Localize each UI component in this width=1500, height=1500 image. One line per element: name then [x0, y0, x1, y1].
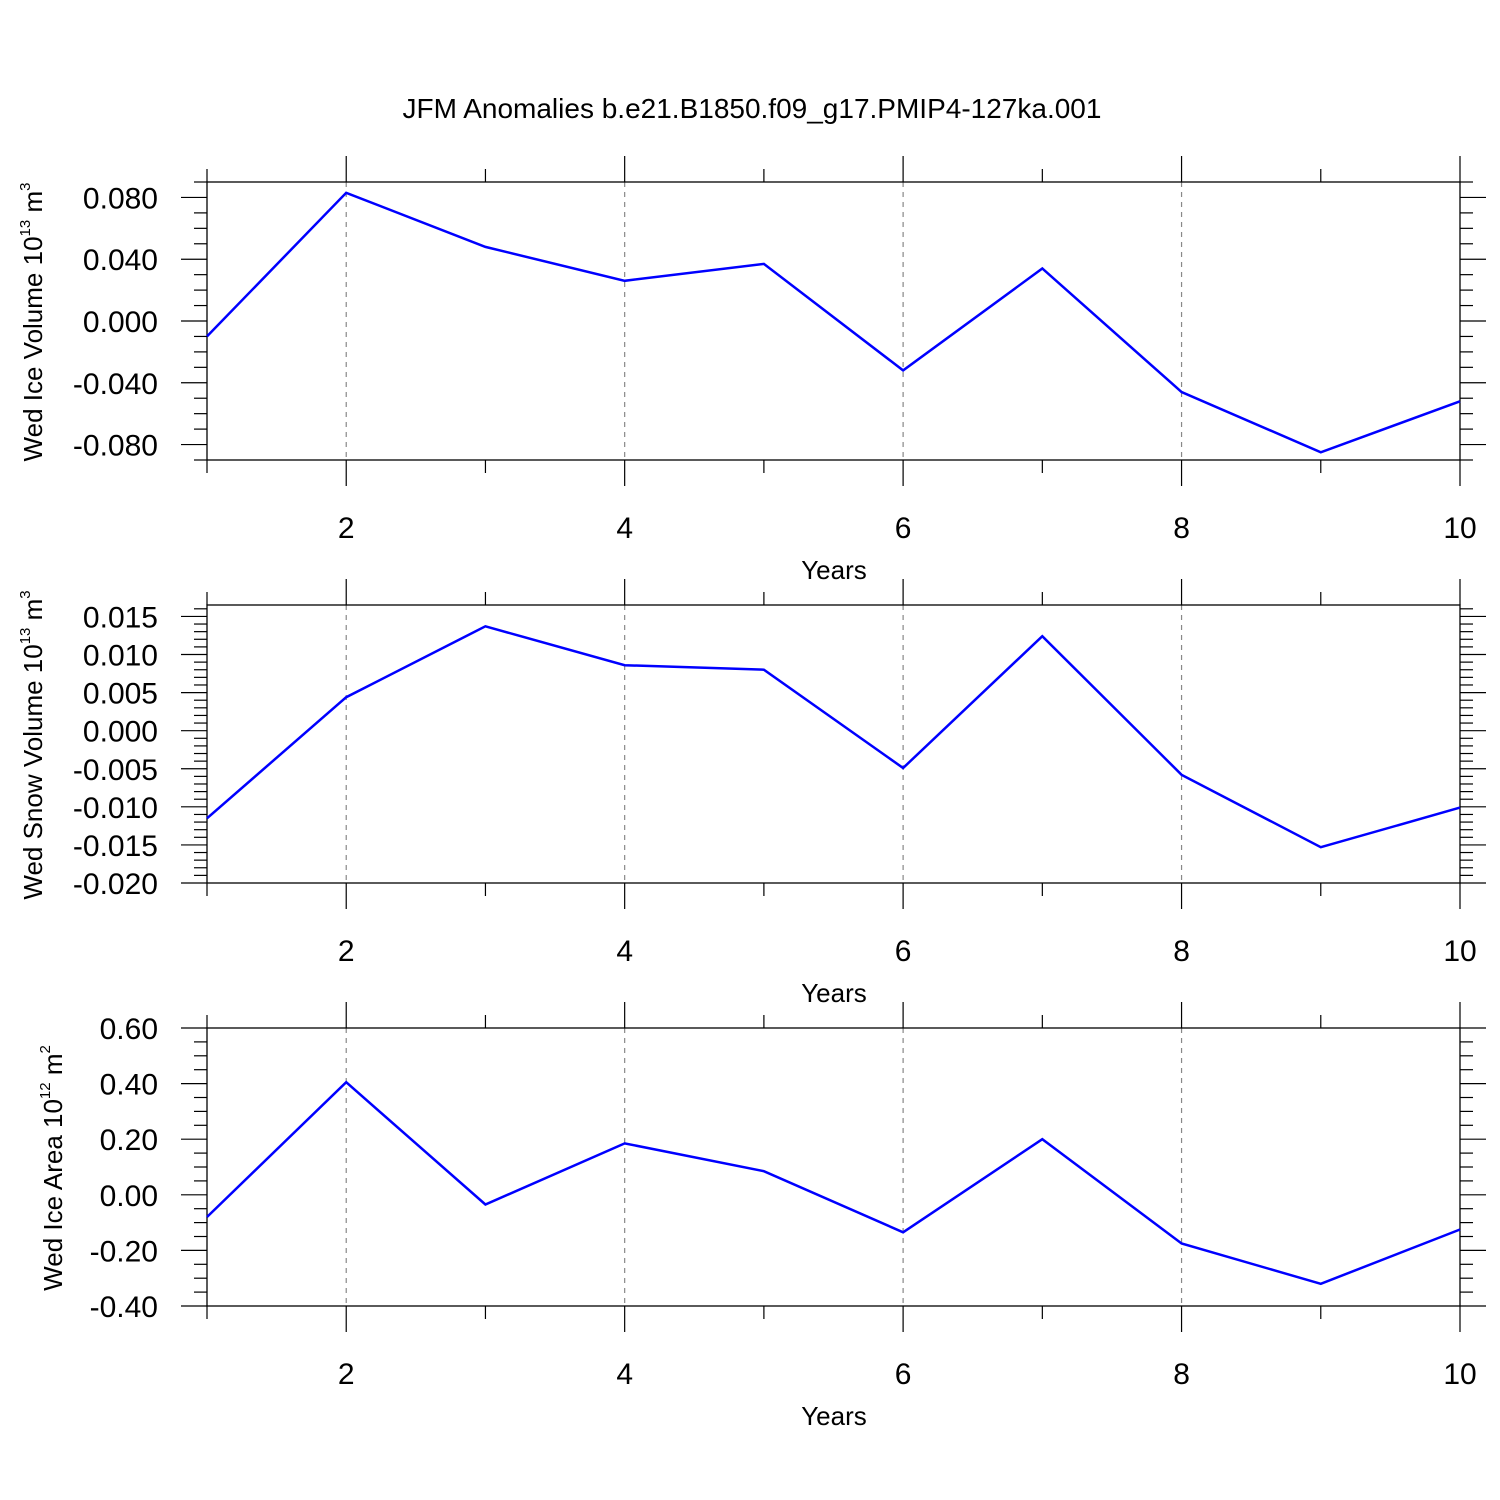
ice-volume-y-tick-label: -0.040 [73, 368, 158, 401]
ice-volume-x-tick-label: 4 [616, 512, 633, 545]
ice-area-panel: -0.40-0.200.000.200.400.60 2 4 6 8 10 Years … [37, 1002, 1486, 1431]
ice-volume-x-tick-labels: 2 4 6 8 10 [338, 512, 1477, 545]
ice-area-x-tick-label: 4 [616, 1358, 633, 1391]
snow-volume-x-axis-label: Years [801, 978, 867, 1008]
ice-volume-x-tick-label: 6 [895, 512, 912, 545]
ice-volume-x-axis-label: Years [801, 555, 867, 585]
ice-volume-x-tick-label: 8 [1173, 512, 1190, 545]
snow-volume-y-tick-label: -0.015 [73, 830, 158, 863]
snow-volume-y-axis-label: Wed Snow Volume 1013 m3 [17, 590, 48, 899]
ice-area-x-tick-labels: 2 4 6 8 10 [338, 1358, 1477, 1391]
snow-volume-ticks [181, 579, 1486, 909]
ice-area-y-axis-label: Wed Ice Area 1012 m2 [37, 1045, 68, 1291]
snow-volume-x-tick-label: 4 [616, 935, 633, 968]
snow-volume-y-tick-label: -0.005 [73, 754, 158, 787]
ice-area-y-tick-label: -0.40 [90, 1291, 158, 1324]
ice-volume-y-tick-labels: -0.080 -0.040 0.000 0.040 0.080 [73, 182, 158, 462]
snow-volume-y-tick-label: -0.010 [73, 792, 158, 825]
snow-volume-y-tick-label: 0.005 [83, 678, 158, 711]
ice-volume-y-axis-label: Wed Ice Volume 1013 m3 [17, 183, 48, 462]
snow-volume-y-tick-label: 0.010 [83, 640, 158, 673]
ice-area-x-tick-label: 10 [1443, 1358, 1476, 1391]
snow-volume-series-line [206, 624, 1461, 849]
ice-volume-panel: -0.080 -0.040 0.000 0.040 0.080 2 4 6 8 10 Years… [17, 156, 1486, 585]
snow-volume-panel: -0.020 -0.015 -0.010 -0.005 0.000 0.005 0.010 0… [17, 579, 1486, 1008]
ice-area-series-line [206, 1080, 1461, 1286]
ice-area-y-tick-label: -0.20 [90, 1235, 158, 1268]
snow-volume-gridlines [345, 605, 1183, 883]
ice-volume-x-tick-label: 10 [1443, 512, 1476, 545]
snow-volume-x-tick-label: 2 [338, 935, 355, 968]
ice-volume-ticks [181, 156, 1486, 486]
chart-title: JFM Anomalies b.e21.B1850.f09_g17.PMIP4-… [403, 93, 1102, 124]
snow-volume-y-tick-label: 0.015 [83, 601, 158, 634]
ice-area-y-tick-label: 0.40 [100, 1069, 158, 1102]
ice-area-plot-frame [206, 1027, 1461, 1307]
ice-area-y-tick-label: 0.20 [100, 1124, 158, 1157]
snow-volume-x-tick-label: 10 [1443, 935, 1476, 968]
snow-volume-x-tick-labels: 2 4 6 8 10 [338, 935, 1477, 968]
ice-volume-y-tick-label: 0.040 [83, 244, 158, 277]
snow-volume-y-tick-labels: -0.020 -0.015 -0.010 -0.005 0.000 0.005 0.010 0… [73, 601, 158, 901]
snow-volume-x-tick-label: 6 [895, 935, 912, 968]
ice-area-x-tick-label: 6 [895, 1358, 912, 1391]
ice-area-gridlines [345, 1028, 1183, 1306]
snow-volume-y-tick-label: 0.000 [83, 716, 158, 749]
ice-volume-y-tick-label: 0.080 [83, 182, 158, 215]
snow-volume-x-tick-label: 8 [1173, 935, 1190, 968]
snow-volume-y-tick-label: -0.020 [73, 868, 158, 901]
ice-volume-gridlines [345, 182, 1183, 460]
ice-volume-x-tick-label: 2 [338, 512, 355, 545]
ice-area-x-tick-label: 8 [1173, 1358, 1190, 1391]
ice-area-ticks [181, 1002, 1486, 1332]
ice-area-x-tick-label: 2 [338, 1358, 355, 1391]
ice-area-x-axis-label: Years [801, 1401, 867, 1431]
ice-area-y-tick-label: 0.60 [100, 1013, 158, 1046]
snow-volume-plot-frame [206, 604, 1461, 884]
ice-volume-plot-frame [206, 181, 1461, 461]
ice-volume-y-tick-label: 0.000 [83, 306, 158, 339]
ice-volume-series-line [206, 191, 1461, 454]
ice-volume-y-tick-label: -0.080 [73, 430, 158, 463]
ice-area-y-tick-labels: -0.40 -0.20 0.00 0.20 0.40 0.60 [90, 1013, 158, 1324]
ice-area-y-tick-label: 0.00 [100, 1180, 158, 1213]
